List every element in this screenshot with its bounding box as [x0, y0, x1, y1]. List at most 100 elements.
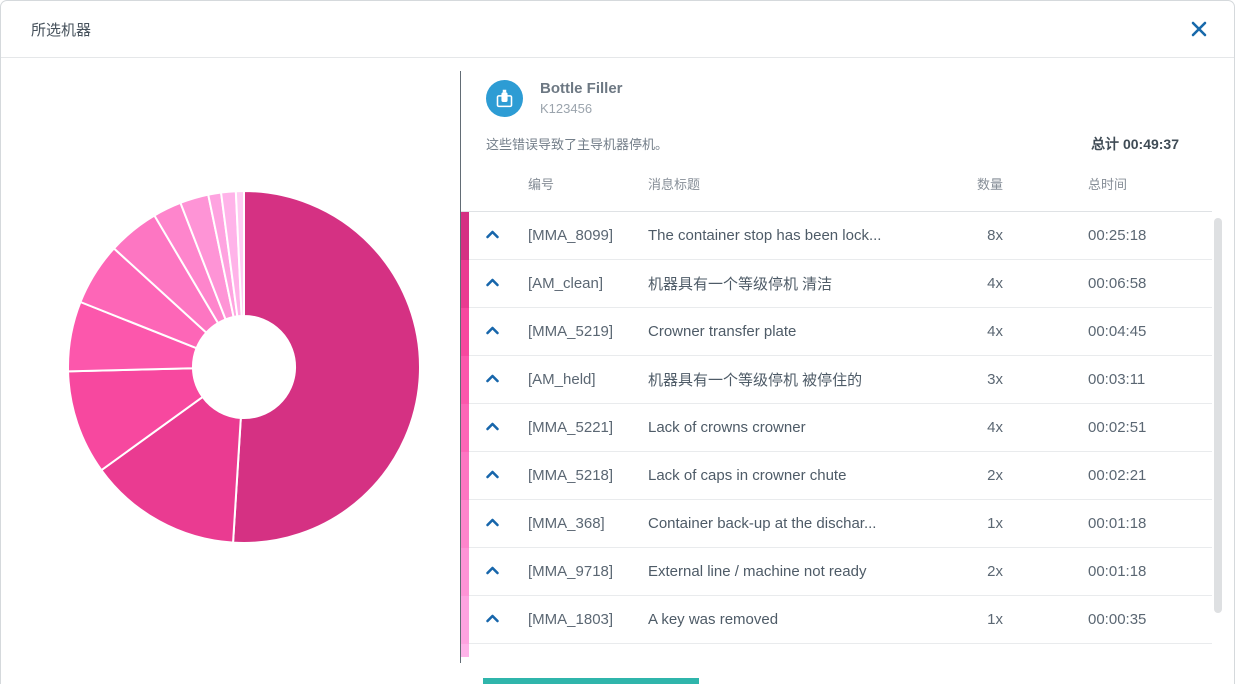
column-header-duration: 总时间	[1088, 177, 1128, 192]
error-duration: 00:25:18	[1088, 227, 1147, 244]
collapse-row-button[interactable]	[485, 324, 503, 338]
total-downtime: 总计 00:49:37	[1091, 134, 1179, 154]
error-message: Lack of caps in crowner chute	[648, 467, 847, 484]
dialog-header: 所选机器	[1, 1, 1234, 58]
error-count: 1x	[987, 515, 1003, 532]
row-color-bar	[461, 356, 469, 404]
table-row[interactable]: [AM_clean] 机器具有一个等级停机 清洁 4x 00:06:58	[461, 260, 1212, 308]
error-duration: 00:01:18	[1088, 563, 1147, 580]
error-message: Crowner transfer plate	[648, 323, 797, 340]
row-color-bar	[461, 548, 469, 596]
table-row[interactable]: [MMA_9718] External line / machine not r…	[461, 548, 1212, 596]
error-code: [AM_held]	[528, 371, 596, 388]
error-count: 2x	[987, 467, 1003, 484]
error-message: 机器具有一个等级停机 被停住的	[648, 372, 863, 389]
partial-row-bar	[461, 644, 469, 657]
error-duration: 00:02:21	[1088, 467, 1147, 484]
row-color-bar	[461, 260, 469, 308]
error-code: [MMA_8099]	[528, 227, 614, 244]
close-button[interactable]	[1186, 16, 1212, 42]
column-header-code: 编号	[528, 177, 555, 192]
row-color-bar	[461, 500, 469, 548]
row-chevron-cell	[469, 515, 528, 532]
table-row[interactable]: [MMA_1803] A key was removed 1x 00:00:35	[461, 596, 1212, 644]
vertical-divider	[460, 71, 461, 663]
row-color-bar	[461, 212, 469, 260]
table-row[interactable]: [MMA_5218] Lack of caps in crowner chute…	[461, 452, 1212, 500]
bottle-filler-icon	[496, 89, 513, 107]
error-duration: 00:04:45	[1088, 323, 1147, 340]
collapse-row-button[interactable]	[485, 276, 503, 290]
machine-header: Bottle Filler K123456	[486, 79, 1234, 117]
table-row[interactable]: [AM_held] 机器具有一个等级停机 被停住的 3x 00:03:11	[461, 356, 1212, 404]
error-duration: 00:06:58	[1088, 275, 1147, 292]
chart-panel	[1, 58, 461, 684]
collapse-row-button[interactable]	[485, 612, 503, 626]
error-code: [MMA_9718]	[528, 563, 614, 580]
row-color-bar	[461, 308, 469, 356]
chevron-up-icon	[486, 230, 499, 239]
error-count: 1x	[987, 611, 1003, 628]
chevron-up-icon	[486, 278, 499, 287]
error-code: [AM_clean]	[528, 275, 604, 292]
error-duration: 00:01:18	[1088, 515, 1147, 532]
collapse-row-button[interactable]	[485, 420, 503, 434]
row-chevron-cell	[469, 611, 528, 628]
collapse-row-button[interactable]	[485, 564, 503, 578]
row-chevron-cell	[469, 419, 528, 436]
vertical-scrollbar-thumb[interactable]	[1214, 218, 1222, 613]
collapse-row-button[interactable]	[485, 372, 503, 386]
chevron-up-icon	[486, 422, 499, 431]
error-duration: 00:00:35	[1088, 611, 1147, 628]
row-chevron-cell	[469, 467, 528, 484]
machine-details-panel: Bottle Filler K123456 这些错误导致了主导机器停机。 总计 …	[461, 58, 1234, 684]
error-message: 机器具有一个等级停机 清洁	[648, 276, 833, 293]
machine-serial: K123456	[540, 101, 593, 116]
total-label: 总计	[1091, 136, 1123, 152]
row-color-bar	[461, 452, 469, 500]
table-row[interactable]: [MMA_5221] Lack of crowns crowner 4x 00:…	[461, 404, 1212, 452]
machine-meta: Bottle Filler K123456	[540, 80, 623, 116]
error-duration: 00:03:11	[1088, 371, 1146, 388]
horizontal-scrollbar-thumb[interactable]	[483, 678, 699, 684]
row-chevron-cell	[469, 275, 528, 292]
error-message: A key was removed	[648, 611, 779, 628]
chevron-up-icon	[486, 326, 499, 335]
pie-slice[interactable]	[234, 189, 245, 318]
chevron-up-icon	[486, 374, 499, 383]
description-row: 这些错误导致了主导机器停机。 总计 00:49:37	[486, 134, 1179, 154]
dialog-title: 所选机器	[31, 21, 92, 39]
chevron-up-icon	[486, 470, 499, 479]
error-table-body: [MMA_8099] The container stop has been l…	[461, 212, 1234, 644]
table-row[interactable]: [MMA_5219] Crowner transfer plate 4x 00:…	[461, 308, 1212, 356]
chevron-up-icon	[486, 566, 499, 575]
error-count: 4x	[987, 323, 1003, 340]
pie-slice[interactable]	[231, 189, 421, 544]
row-color-bar	[461, 596, 469, 644]
collapse-row-button[interactable]	[485, 516, 503, 530]
row-chevron-cell	[469, 227, 528, 244]
collapse-row-button[interactable]	[485, 468, 503, 482]
total-value: 00:49:37	[1122, 136, 1179, 152]
error-count: 4x	[987, 419, 1003, 436]
column-header-count: 数量	[976, 177, 1003, 192]
error-code: [MMA_5221]	[528, 419, 614, 436]
dialog-body: Bottle Filler K123456 这些错误导致了主导机器停机。 总计 …	[1, 58, 1234, 684]
table-row[interactable]: [MMA_368] Container back-up at the disch…	[461, 500, 1212, 548]
error-count: 3x	[987, 371, 1003, 388]
downtime-donut-chart	[67, 189, 421, 544]
error-message: The container stop has been lock...	[648, 227, 882, 244]
error-count: 2x	[987, 563, 1003, 580]
row-chevron-cell	[469, 563, 528, 580]
error-count: 4x	[987, 275, 1003, 292]
row-color-bar	[461, 404, 469, 452]
collapse-row-button[interactable]	[485, 228, 503, 242]
table-row[interactable]: [MMA_8099] The container stop has been l…	[461, 212, 1212, 260]
error-code: [MMA_5218]	[528, 467, 614, 484]
machine-avatar	[486, 79, 523, 117]
pie-slice[interactable]	[100, 395, 242, 544]
chevron-up-icon	[486, 614, 499, 623]
error-message: External line / machine not ready	[648, 563, 867, 580]
error-message: Container back-up at the dischar...	[648, 515, 877, 532]
